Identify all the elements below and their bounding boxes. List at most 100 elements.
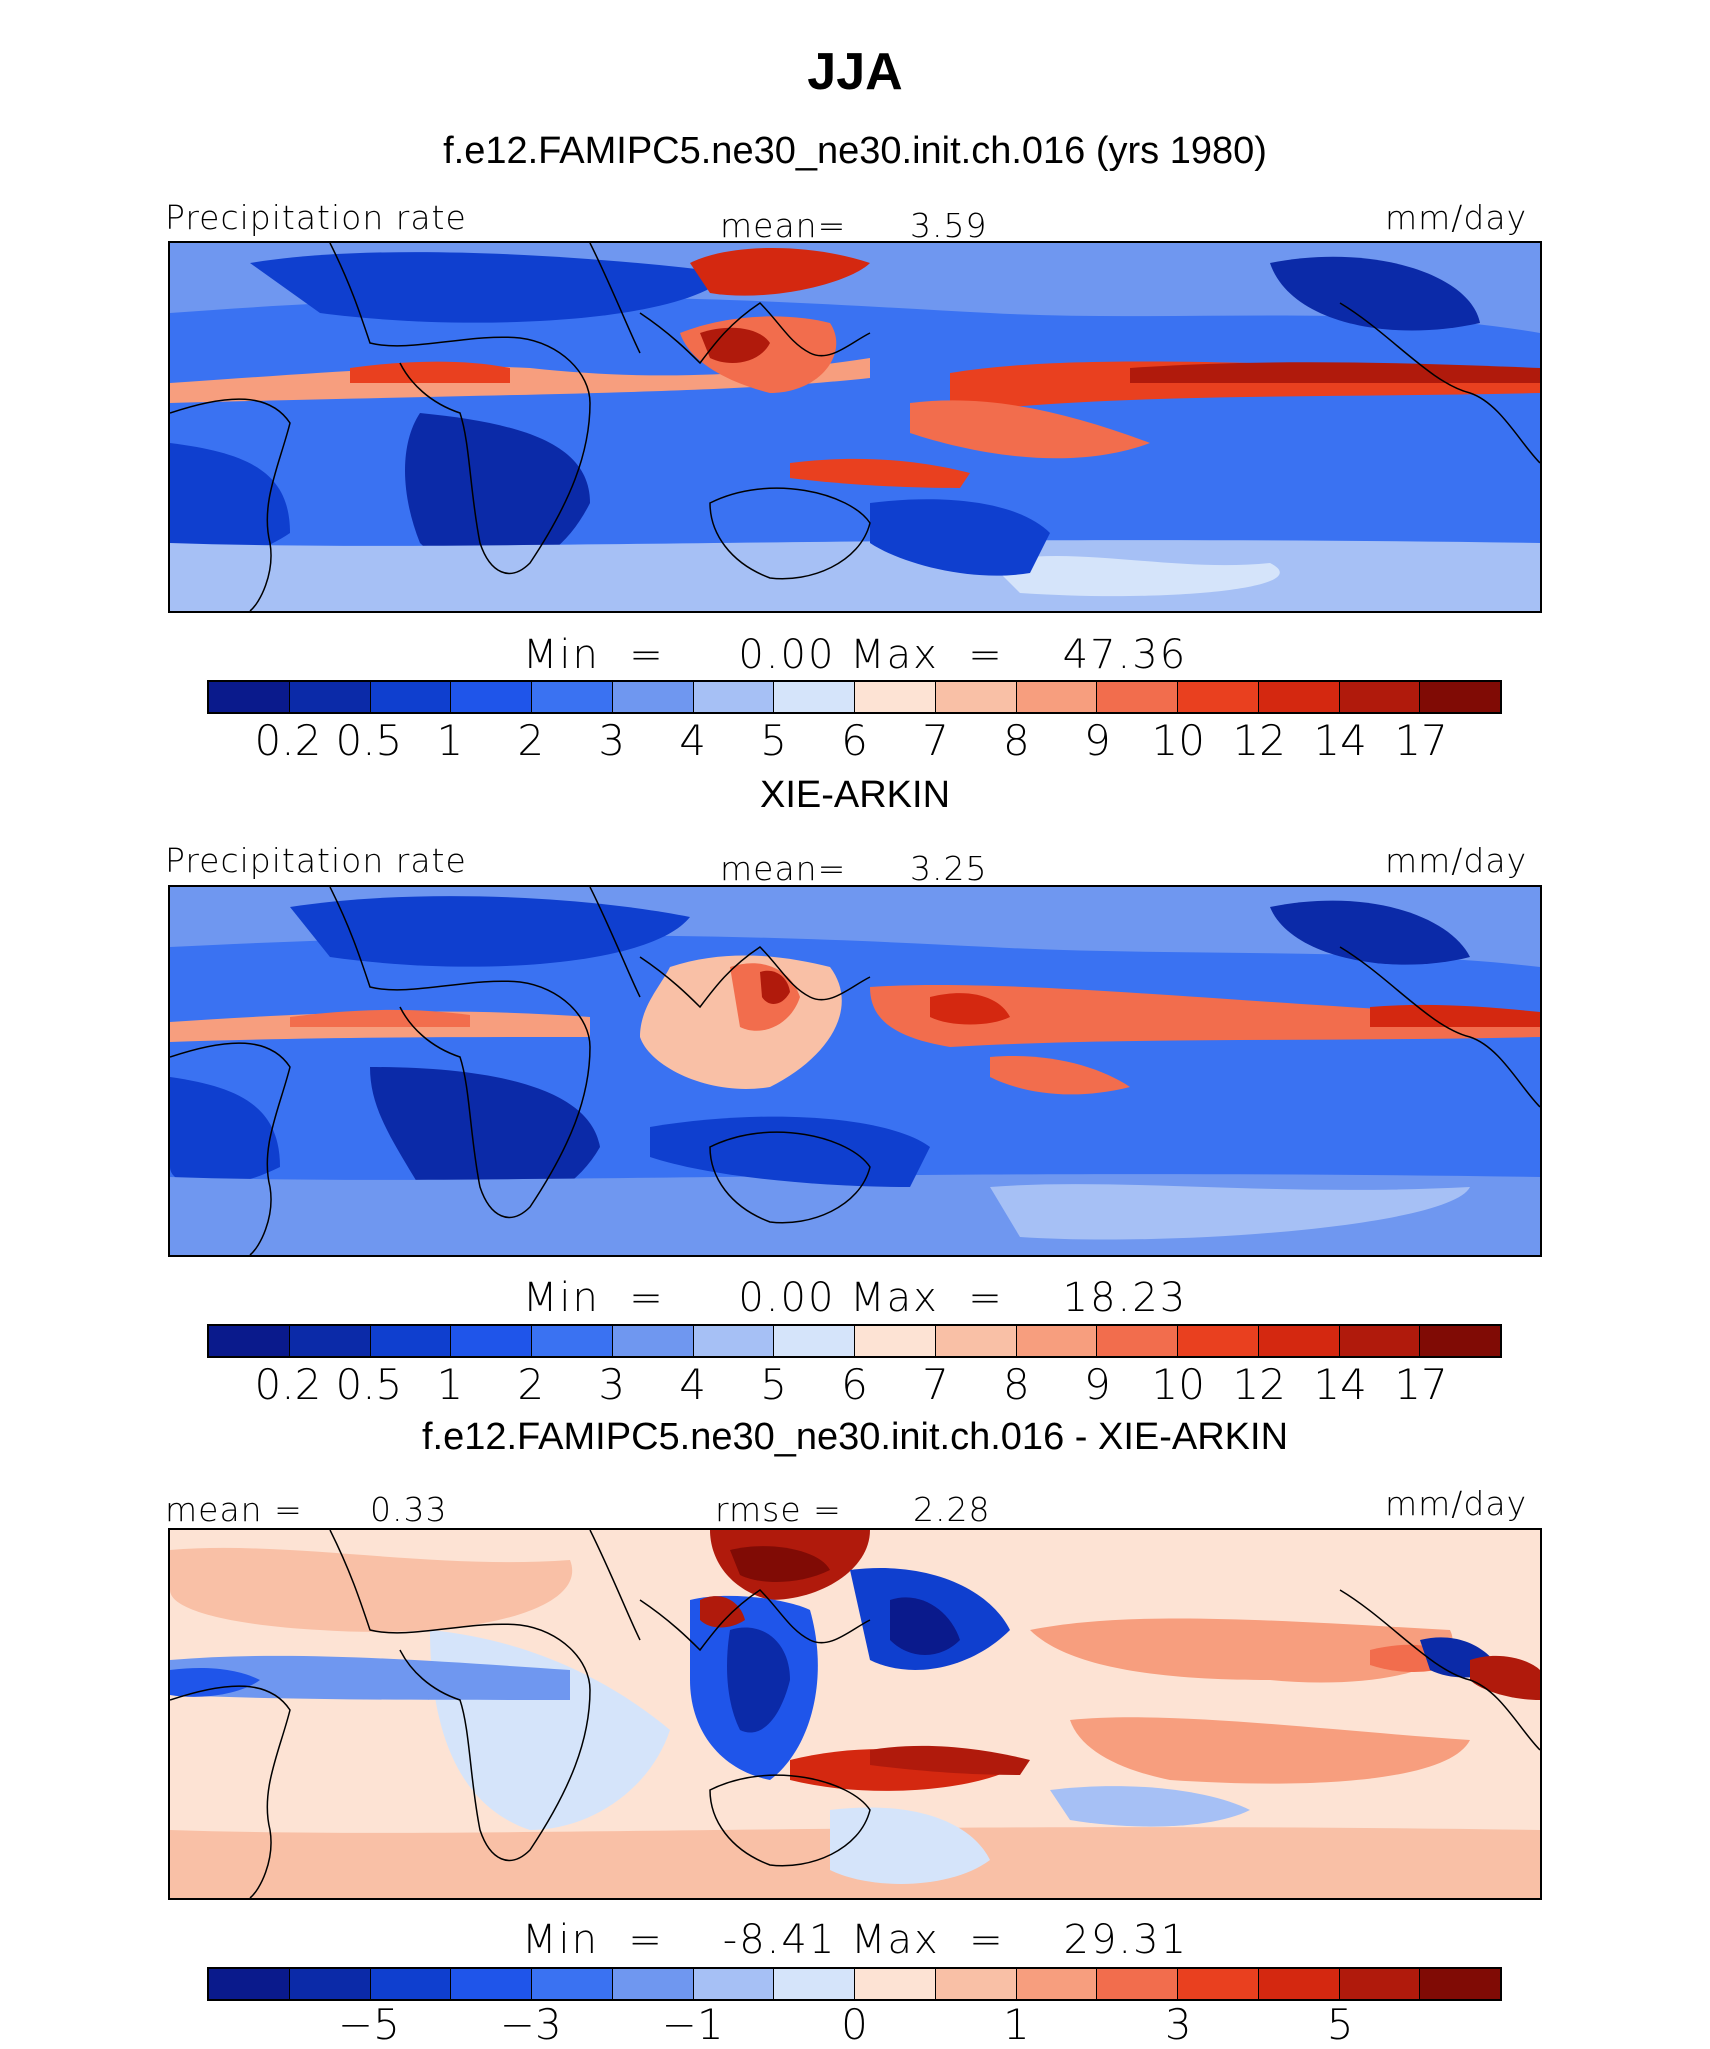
panel-3-rmse-value: 2.28 — [913, 1490, 991, 1529]
panel-2-minmax: Min = 0.00 Max = 18.23 — [0, 1275, 1710, 1321]
colorbar-tick-label: 6 — [841, 1360, 868, 1409]
colorbar-tick-label: 9 — [1083, 716, 1111, 765]
colorbar-cell — [774, 682, 855, 712]
colorbar-tick-label: 2 — [517, 1360, 545, 1409]
panel-1-field — [170, 243, 1540, 611]
colorbar-cell — [935, 1326, 1017, 1356]
panel-1-mean-value: 3.59 — [910, 206, 988, 245]
colorbar-tick-label: 1 — [436, 1360, 464, 1409]
colorbar-tick-label: 7 — [922, 1360, 949, 1409]
colorbar-tick-label: 3 — [598, 716, 626, 765]
colorbar-tick-label: 12 — [1232, 1360, 1286, 1409]
colorbar-cell — [1097, 1326, 1178, 1356]
panel-2-min-label: Min — [522, 1275, 600, 1321]
panel-1-min-equals: = — [614, 632, 724, 678]
colorbar-cell — [1016, 1969, 1098, 1999]
panel-3-min-value: -8.41 — [722, 1917, 837, 1963]
colorbar-tick-label: 3 — [598, 1360, 626, 1409]
panel-1-variable-label: Precipitation rate — [165, 198, 467, 237]
panel-1-min-label: Min — [522, 632, 600, 678]
panel-2-map — [168, 885, 1542, 1257]
colorbar-tick-label: 1 — [436, 716, 464, 765]
colorbar-tick-label: 5 — [1326, 2000, 1354, 2049]
colorbar-cell — [1016, 682, 1098, 712]
colorbar-cell — [1420, 1326, 1500, 1356]
colorbar-cell — [1178, 1969, 1259, 1999]
colorbar-cell — [370, 1969, 452, 1999]
panel-2-mean-label: mean= — [720, 849, 847, 888]
panel-3-min-label: Min — [521, 1917, 599, 1963]
colorbar-tick-label: 12 — [1232, 716, 1286, 765]
colorbar-tick-label: 4 — [679, 716, 706, 765]
colorbar-tick-label: 14 — [1313, 716, 1367, 765]
colorbar-cell — [1420, 1969, 1500, 1999]
colorbar-cell — [532, 1326, 613, 1356]
colorbar-tick-label: 7 — [922, 716, 949, 765]
colorbar-tick-label: 9 — [1083, 1360, 1111, 1409]
panel-2-min-equals: = — [614, 1275, 724, 1321]
colorbar-tick-label: 3 — [1164, 2000, 1192, 2049]
panel-1-max-equals: = — [953, 632, 1048, 678]
panel-2-header: XIE-ARKIN — [759, 774, 951, 816]
colorbar-cell — [532, 682, 613, 712]
colorbar-cell — [855, 1969, 936, 1999]
colorbar-cell — [1016, 1326, 1098, 1356]
colorbar-tick-label: −5 — [337, 2000, 400, 2049]
panel-3-minmax: Min = -8.41 Max = 29.31 — [0, 1917, 1710, 1963]
colorbar-cell — [209, 1969, 290, 1999]
colorbar-cell — [1178, 1326, 1259, 1356]
panel-3-max-equals: = — [954, 1917, 1049, 1963]
colorbar-cell — [774, 1326, 855, 1356]
colorbar-tick-label: 2 — [517, 716, 545, 765]
panel-2-units: mm/day — [1385, 841, 1528, 880]
colorbar-cell — [451, 682, 532, 712]
colorbar-cell — [370, 682, 452, 712]
colorbar-cell — [935, 1969, 1017, 1999]
colorbar-cell — [693, 1969, 775, 1999]
colorbar-cell — [774, 1969, 855, 1999]
colorbar-cell — [612, 682, 694, 712]
figure-title: JJA — [807, 43, 903, 101]
panel-2-colorbar-ticks: 0.2 0.5 1 2 3 4 5 6 7 8 9 10 12 14 17 — [0, 1360, 1710, 1410]
colorbar-tick-label: 10 — [1151, 716, 1205, 765]
panel-3-mean-label: mean = — [165, 1490, 303, 1529]
colorbar-cell — [1420, 682, 1500, 712]
panel-2-field — [170, 887, 1540, 1255]
panel-3-map — [168, 1528, 1542, 1900]
colorbar-cell — [209, 682, 290, 712]
panel-1-map — [168, 241, 1542, 613]
panel-3-min-equals: = — [613, 1917, 709, 1963]
colorbar-cell — [289, 682, 371, 712]
colorbar-cell — [1097, 1969, 1178, 1999]
colorbar-cell — [1258, 1969, 1340, 1999]
colorbar-tick-label: 0.5 — [335, 1360, 403, 1409]
colorbar-cell — [1339, 1969, 1421, 1999]
colorbar-cell — [1339, 682, 1421, 712]
panel-2-max-label: Max — [850, 1275, 939, 1321]
panel-2-max-value: 18.23 — [1062, 1275, 1188, 1321]
colorbar-cell — [1339, 1326, 1421, 1356]
colorbar-cell — [693, 682, 775, 712]
panel-1-min-value: 0.00 — [738, 632, 836, 678]
colorbar-cell — [1097, 682, 1178, 712]
colorbar-cell — [855, 1326, 936, 1356]
panel-1-colorbar — [207, 680, 1502, 714]
panel-2-mean-value: 3.25 — [910, 849, 988, 888]
panel-3-max-value: 29.31 — [1063, 1917, 1189, 1963]
colorbar-cell — [451, 1326, 532, 1356]
panel-3-field — [170, 1530, 1540, 1898]
panel-3-colorbar — [207, 1967, 1502, 2001]
panel-2-colorbar — [207, 1324, 1502, 1358]
colorbar-tick-label: 17 — [1394, 716, 1448, 765]
panel-1-max-label: Max — [850, 632, 939, 678]
panel-3-colorbar-ticks: −5 −3 −1 0 1 3 5 — [0, 2000, 1710, 2049]
panel-3-mean-value: 0.33 — [370, 1490, 448, 1529]
colorbar-cell — [532, 1969, 613, 1999]
panel-1-minmax: Min = 0.00 Max = 47.36 — [0, 632, 1710, 678]
colorbar-tick-label: 14 — [1313, 1360, 1367, 1409]
panel-1-colorbar-ticks: 0.2 0.5 1 2 3 4 5 6 7 8 9 10 12 14 17 — [0, 716, 1710, 766]
colorbar-cell — [1258, 1326, 1340, 1356]
colorbar-cell — [935, 682, 1017, 712]
panel-1-mean-label: mean= — [720, 206, 847, 245]
colorbar-tick-label: 10 — [1151, 1360, 1205, 1409]
